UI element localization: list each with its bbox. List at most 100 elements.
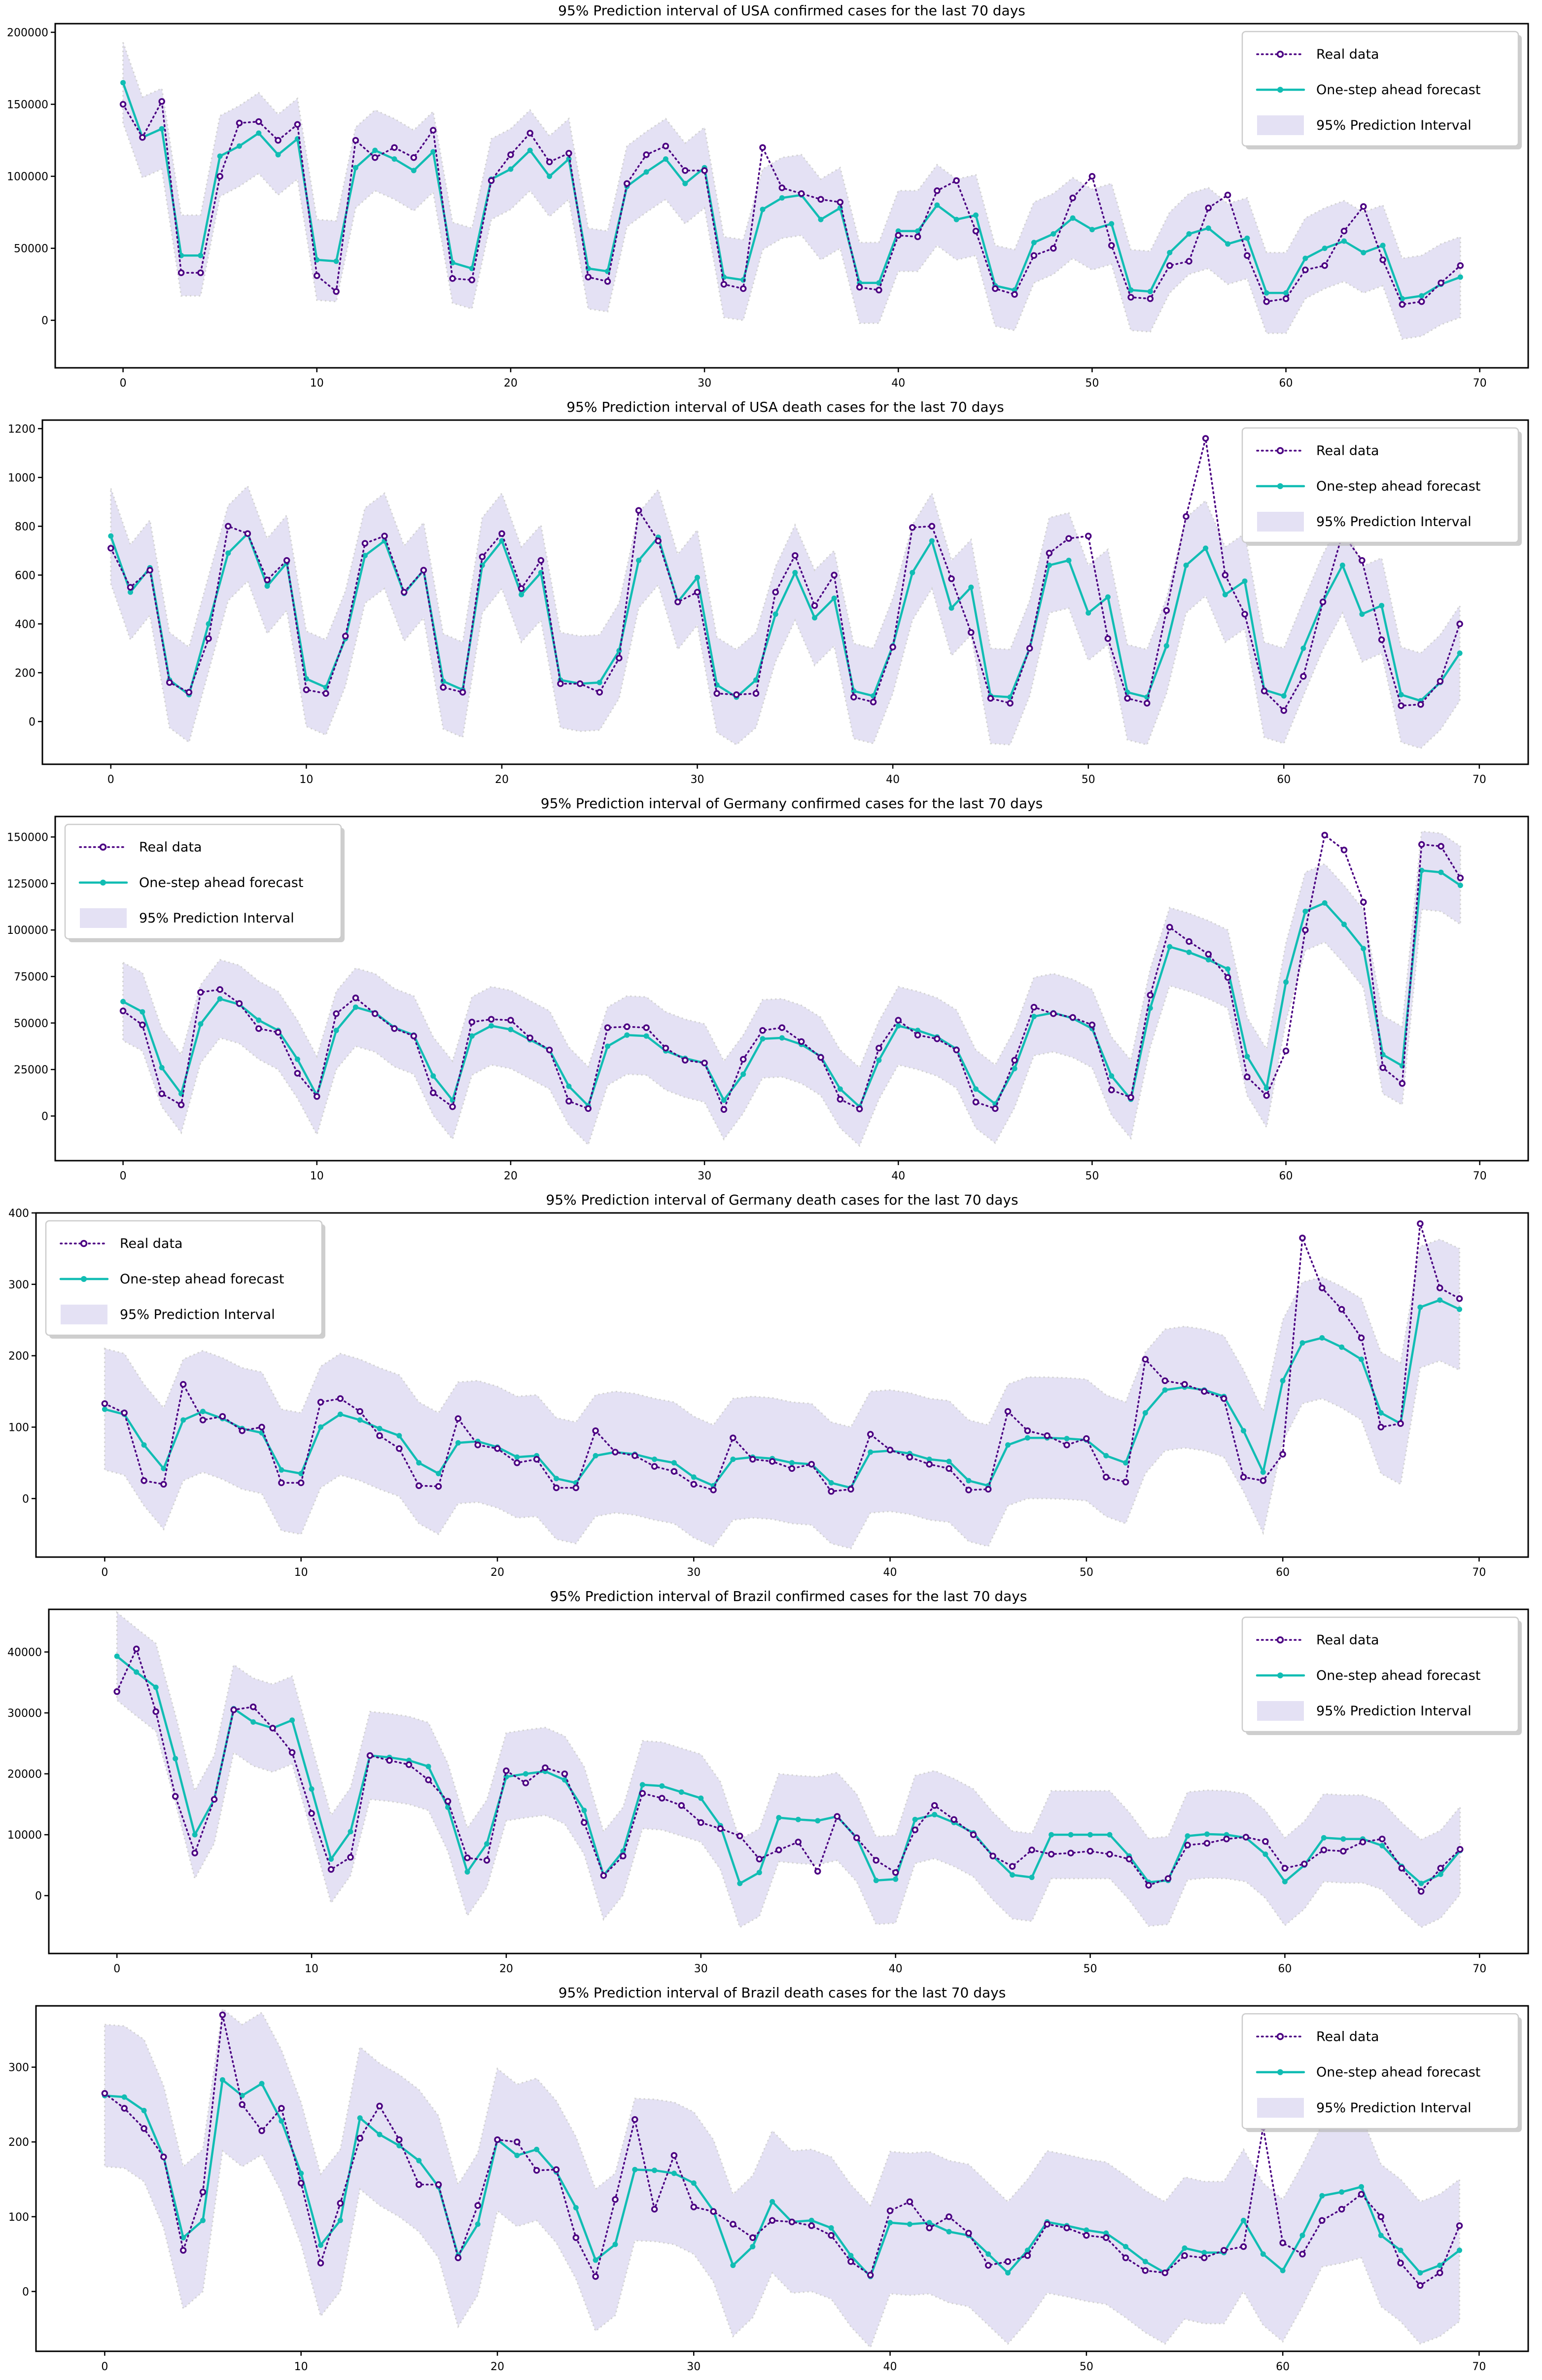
plot-brazil-death-cases: 0 100 200 300 0 10 20 30 40 50 60 70 Real data One-st…: [8, 2005, 1529, 2373]
real-data-line: [113, 1645, 1464, 1895]
x-tick-label: 30: [694, 1963, 708, 1975]
chart-brazil-death-cases: 95% Prediction interval of Brazil death …: [0, 1982, 1542, 2380]
x-tick-label: 60: [1277, 774, 1291, 786]
real-data-line: [119, 831, 1464, 1113]
chart-title-usa-deaths: 95% Prediction interval of USA death cas…: [566, 399, 1004, 415]
y-tick-label: 0: [41, 1110, 48, 1123]
legend-label-forecast: One-step ahead forecast: [120, 1272, 284, 1287]
legend-label-real: Real data: [139, 840, 202, 855]
y-tick-label: 20000: [7, 1769, 42, 1781]
x-tick-label: 40: [883, 2361, 897, 2373]
x-tick-label: 30: [687, 1566, 701, 1579]
x-tick-label: 50: [1085, 1170, 1099, 1182]
plot-brazil-confirmed-cases: 0 10000 20000 30000 40000 0 10 20 30 40 50 60 70 Real…: [7, 1608, 1529, 1975]
y-tick-label: 150000: [7, 99, 48, 111]
legend: Real data One-step ahead forecast 95% Pred…: [1241, 427, 1522, 546]
forecast-line: [120, 867, 1463, 1110]
y-tick-label: 200: [8, 2136, 29, 2149]
plot-usa-death-cases: 0 200 400 600 800 1000 1200 0 10 20 30 40 50 60 70 Real…: [8, 419, 1529, 786]
axis-ticks: 0 25000 50000 75000 100000 125000 150000 0 10 20 3…: [7, 832, 1487, 1182]
y-tick-label: 100: [8, 1421, 29, 1434]
x-tick-label: 70: [1473, 1170, 1487, 1182]
x-tick-label: 50: [1084, 1963, 1097, 1975]
legend-label-real: Real data: [1316, 47, 1379, 62]
legend-label-forecast: One-step ahead forecast: [1316, 82, 1480, 98]
legend-label-band: 95% Prediction Interval: [139, 911, 294, 926]
chart-title-germany-deaths: 95% Prediction interval of Germany death…: [546, 1192, 1018, 1208]
legend-label-band: 95% Prediction Interval: [1316, 118, 1472, 133]
plot-germany-confirmed-cases: 0 25000 50000 75000 100000 125000 150000 0 10 20 3…: [7, 816, 1529, 1182]
y-tick-label: 50000: [14, 1018, 48, 1030]
y-tick-label: 150000: [7, 832, 48, 844]
y-tick-label: 200: [8, 1350, 29, 1363]
axes-border: [54, 23, 1529, 369]
axes-border: [54, 816, 1529, 1162]
y-tick-label: 0: [22, 1493, 29, 1505]
legend-label-forecast: One-step ahead forecast: [139, 875, 303, 890]
y-tick-label: 75000: [14, 971, 48, 983]
real-data-line: [101, 2011, 1463, 2289]
prediction-interval-band: [122, 830, 1461, 1147]
x-tick-label: 70: [1472, 2361, 1486, 2373]
x-tick-label: 40: [886, 774, 900, 786]
x-tick-label: 0: [120, 1170, 127, 1182]
x-tick-label: 20: [504, 1170, 518, 1182]
y-tick-label: 30000: [7, 1707, 42, 1720]
x-tick-label: 60: [1276, 2361, 1290, 2373]
x-tick-label: 50: [1085, 377, 1099, 390]
legend-label-real: Real data: [1316, 2029, 1379, 2044]
y-tick-label: 400: [8, 1208, 29, 1220]
legend-label-band: 95% Prediction Interval: [1316, 2100, 1472, 2116]
y-tick-label: 200: [15, 667, 35, 679]
legend-label-band: 95% Prediction Interval: [1316, 514, 1472, 530]
real-data-line: [101, 1220, 1463, 1495]
y-tick-label: 125000: [7, 878, 48, 890]
y-tick-label: 300: [8, 1279, 29, 1291]
x-tick-label: 50: [1080, 1566, 1093, 1579]
chart-title-brazil-confirmed: 95% Prediction interval of Brazil confir…: [550, 1588, 1027, 1604]
x-tick-label: 60: [1279, 1170, 1293, 1182]
y-tick-label: 300: [8, 2062, 29, 2074]
x-tick-label: 40: [891, 377, 905, 390]
y-tick-label: 1000: [8, 472, 35, 484]
axes-border: [41, 419, 1529, 765]
real-data-line: [119, 98, 1464, 308]
axis-ticks: 0 10000 20000 30000 40000 0 10 20 30 40 50 60 70: [7, 1646, 1486, 1975]
chart-germany-confirmed-cases: 95% Prediction interval of Germany confi…: [0, 793, 1542, 1189]
y-tick-label: 600: [15, 569, 35, 582]
legend-label-real: Real data: [1316, 443, 1379, 459]
prediction-interval-band: [116, 1611, 1461, 1929]
legend-label-band: 95% Prediction Interval: [1316, 1704, 1472, 1719]
chart-title-usa-confirmed: 95% Prediction interval of USA confirmed…: [558, 2, 1025, 19]
legend-label-forecast: One-step ahead forecast: [1316, 479, 1480, 494]
plot-usa-confirmed-cases: 0 50000 100000 150000 200000 0 10 20 30 40 50 60 70 R…: [7, 23, 1529, 390]
y-tick-label: 0: [29, 716, 35, 728]
legend: Real data One-step ahead forecast 95% Pred…: [45, 1220, 325, 1339]
chart-usa-death-cases: 95% Prediction interval of USA death cas…: [0, 396, 1542, 793]
x-tick-label: 10: [310, 1170, 324, 1182]
y-tick-label: 40000: [7, 1646, 42, 1659]
x-tick-label: 30: [698, 377, 711, 390]
x-tick-label: 20: [491, 1566, 504, 1579]
y-tick-label: 1200: [8, 423, 35, 435]
axis-ticks: 0 100 200 300 400 0 10 20 30 40 50 60 70: [8, 1208, 1486, 1579]
legend: Real data One-step ahead forecast 95% Pred…: [1241, 1616, 1522, 1735]
legend-label-forecast: One-step ahead forecast: [1316, 1668, 1480, 1683]
x-tick-label: 10: [294, 1566, 308, 1579]
x-tick-label: 10: [299, 774, 313, 786]
x-tick-label: 30: [687, 2361, 701, 2373]
prediction-interval-band: [104, 2007, 1461, 2349]
plot-germany-death-cases: 0 100 200 300 400 0 10 20 30 40 50 60 70 Real data One…: [8, 1208, 1529, 1579]
x-tick-label: 30: [691, 774, 704, 786]
axis-ticks: 0 100 200 300 0 10 20 30 40 50 60 70: [8, 2062, 1486, 2373]
x-tick-label: 40: [883, 1566, 897, 1579]
x-tick-label: 20: [504, 377, 518, 390]
x-tick-label: 40: [891, 1170, 905, 1182]
x-tick-label: 0: [107, 774, 114, 786]
y-tick-label: 10000: [7, 1829, 42, 1842]
x-tick-label: 0: [113, 1963, 120, 1975]
legend: Real data One-step ahead forecast 95% Pred…: [1241, 31, 1522, 149]
y-tick-label: 200000: [7, 27, 48, 39]
x-tick-label: 70: [1473, 377, 1487, 390]
